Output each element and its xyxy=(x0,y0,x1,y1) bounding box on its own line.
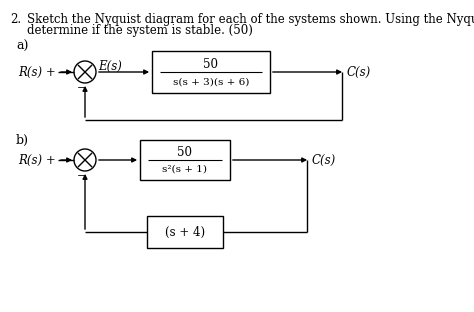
Bar xyxy=(140,140,230,180)
Text: a): a) xyxy=(16,40,28,53)
Bar xyxy=(152,51,270,93)
Text: (s + 4): (s + 4) xyxy=(165,226,205,238)
Text: R(s) +: R(s) + xyxy=(18,66,56,79)
Text: b): b) xyxy=(16,134,29,147)
Text: R(s) +: R(s) + xyxy=(18,154,56,167)
Text: 50: 50 xyxy=(177,145,192,158)
Text: s²(s + 1): s²(s + 1) xyxy=(163,164,208,173)
Text: −: − xyxy=(77,84,85,93)
Text: E(s): E(s) xyxy=(98,60,122,72)
Text: C(s): C(s) xyxy=(347,66,371,79)
Text: 2.: 2. xyxy=(10,13,21,26)
Text: −: − xyxy=(77,172,85,181)
Text: Sketch the Nyquist diagram for each of the systems shown. Using the Nyquist crit: Sketch the Nyquist diagram for each of t… xyxy=(27,13,474,26)
Text: 50: 50 xyxy=(203,57,219,71)
Text: C(s): C(s) xyxy=(312,154,336,167)
Bar xyxy=(147,216,223,248)
Text: determine if the system is stable. (50): determine if the system is stable. (50) xyxy=(27,24,253,37)
Text: s(s + 3)(s + 6): s(s + 3)(s + 6) xyxy=(173,77,249,86)
